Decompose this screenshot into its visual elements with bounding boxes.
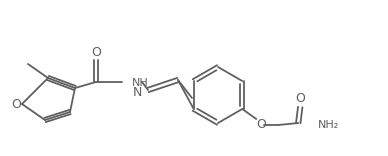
Text: O: O bbox=[256, 117, 266, 131]
Text: N: N bbox=[133, 86, 142, 100]
Text: O: O bbox=[11, 98, 21, 110]
Text: O: O bbox=[295, 93, 305, 105]
Text: NH: NH bbox=[132, 78, 149, 88]
Text: NH₂: NH₂ bbox=[318, 120, 340, 130]
Text: O: O bbox=[91, 46, 101, 59]
